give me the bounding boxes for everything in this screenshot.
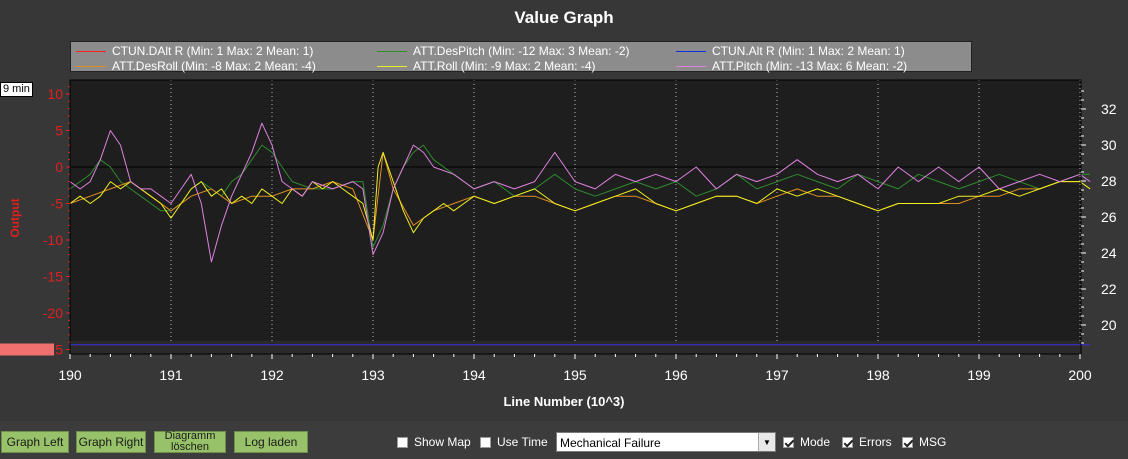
show-map-box[interactable] bbox=[397, 436, 408, 448]
series-layer bbox=[69, 122, 1091, 346]
show-map-checkbox[interactable]: Show Map bbox=[397, 435, 471, 449]
y-min-highlight bbox=[0, 343, 54, 356]
legend-label: ATT.Roll (Min: -9 Max: 2 Mean: -4) bbox=[413, 59, 596, 73]
legend-swatch bbox=[76, 51, 106, 53]
x-axis-label: Line Number (10^3) bbox=[503, 394, 625, 409]
series-line bbox=[69, 151, 1091, 241]
y2-tick-label: 20 bbox=[1101, 317, 1117, 333]
legend-label: CTUN.Alt R (Min: 1 Max: 2 Mean: 1) bbox=[712, 44, 905, 58]
show-map-label: Show Map bbox=[414, 435, 471, 449]
y2-tick-label: 30 bbox=[1101, 137, 1117, 153]
graph-left-button[interactable]: Graph Left bbox=[1, 431, 69, 453]
errors-checkbox[interactable]: Errors bbox=[842, 435, 892, 449]
msg-box[interactable] bbox=[902, 436, 913, 448]
clear-chart-button[interactable]: Diagramm löschen bbox=[154, 431, 226, 453]
mode-checkbox[interactable]: Mode bbox=[783, 435, 830, 449]
y-tick-label: 5 bbox=[55, 123, 63, 139]
legend-swatch bbox=[377, 51, 407, 53]
errors-box[interactable] bbox=[842, 436, 853, 448]
legend-label: ATT.DesPitch (Min: -12 Max: 3 Mean: -2) bbox=[413, 44, 630, 58]
x-tick-label: 194 bbox=[462, 367, 486, 383]
x-tick-label: 190 bbox=[58, 367, 82, 383]
mode-label: Mode bbox=[800, 435, 831, 449]
y2-tick-label: 24 bbox=[1101, 245, 1117, 261]
legend-label: ATT.DesRoll (Min: -8 Max: 2 Mean: -4) bbox=[112, 59, 316, 73]
legend-entry: ATT.DesPitch (Min: -12 Max: 3 Mean: -2) bbox=[377, 44, 630, 58]
axis-layer: 1050-5-10-15-20-253230282624222019019119… bbox=[0, 79, 1117, 383]
series-line bbox=[69, 122, 1091, 263]
x-tick-label: 192 bbox=[260, 367, 284, 383]
legend-swatch bbox=[377, 66, 407, 68]
y-tick-label: -5 bbox=[51, 196, 64, 212]
y2-tick-label: 28 bbox=[1101, 173, 1117, 189]
x-tick-label: 200 bbox=[1068, 367, 1092, 383]
legend-entry: ATT.DesRoll (Min: -8 Max: 2 Mean: -4) bbox=[76, 59, 316, 73]
y2-tick-label: 26 bbox=[1101, 209, 1117, 225]
y-tick-label: 0 bbox=[55, 159, 63, 175]
mode-box[interactable] bbox=[783, 436, 794, 448]
legend-entry: CTUN.DAlt R (Min: 1 Max: 2 Mean: 1) bbox=[76, 44, 313, 58]
x-tick-label: 196 bbox=[664, 367, 688, 383]
graph-panel: Value Graph 1050-5-10-15-20-253230282624… bbox=[0, 8, 1117, 409]
legend-swatch bbox=[76, 66, 106, 68]
msg-label: MSG bbox=[919, 435, 947, 449]
legend-entry: ATT.Pitch (Min: -13 Max: 6 Mean: -2) bbox=[676, 59, 907, 73]
legend-swatch bbox=[676, 51, 706, 53]
y-tick-label: -15 bbox=[43, 269, 63, 285]
event-select-value: Mechanical Failure bbox=[560, 436, 661, 450]
use-time-checkbox[interactable]: Use Time bbox=[480, 435, 548, 449]
errors-label: Errors bbox=[859, 435, 892, 449]
x-tick-label: 193 bbox=[361, 367, 385, 383]
use-time-box[interactable] bbox=[480, 436, 491, 448]
x-tick-label: 195 bbox=[563, 367, 587, 383]
graph-right-button[interactable]: Graph Right bbox=[76, 431, 146, 453]
legend-entry: CTUN.Alt R (Min: 1 Max: 2 Mean: 1) bbox=[676, 44, 905, 58]
load-log-button[interactable]: Log laden bbox=[234, 431, 308, 453]
page-title: Value Graph bbox=[514, 8, 614, 27]
y2-tick-label: 22 bbox=[1101, 281, 1117, 297]
time-label: 9 min bbox=[0, 82, 33, 97]
y-tick-label: -20 bbox=[43, 305, 63, 321]
chart-legend: CTUN.DAlt R (Min: 1 Max: 2 Mean: 1) ATT.D… bbox=[70, 41, 972, 73]
bottom-band bbox=[70, 341, 1081, 354]
legend-label: ATT.Pitch (Min: -13 Max: 6 Mean: -2) bbox=[712, 59, 908, 73]
x-tick-label: 198 bbox=[866, 367, 890, 383]
legend-swatch bbox=[676, 66, 706, 68]
x-tick-label: 197 bbox=[765, 367, 789, 383]
use-time-label: Use Time bbox=[497, 435, 548, 449]
msg-checkbox[interactable]: MSG bbox=[902, 435, 946, 449]
y2-tick-label: 32 bbox=[1101, 101, 1117, 117]
legend-entry: ATT.Roll (Min: -9 Max: 2 Mean: -4) bbox=[377, 59, 595, 73]
bottom-toolbar: Graph Left Graph Right Diagramm löschen … bbox=[0, 421, 1128, 459]
x-tick-label: 191 bbox=[159, 367, 183, 383]
y-axis-label: Output bbox=[8, 198, 22, 238]
chevron-down-icon[interactable]: ▼ bbox=[758, 433, 775, 451]
chart-svg: 1050-5-10-15-20-253230282624222019019119… bbox=[0, 79, 1117, 383]
y-tick-label: 10 bbox=[47, 86, 63, 102]
legend-label: CTUN.DAlt R (Min: 1 Max: 2 Mean: 1) bbox=[112, 44, 314, 58]
x-tick-label: 199 bbox=[967, 367, 991, 383]
event-select[interactable]: Mechanical Failure ▼ bbox=[556, 432, 776, 452]
y-tick-label: -10 bbox=[43, 232, 63, 248]
